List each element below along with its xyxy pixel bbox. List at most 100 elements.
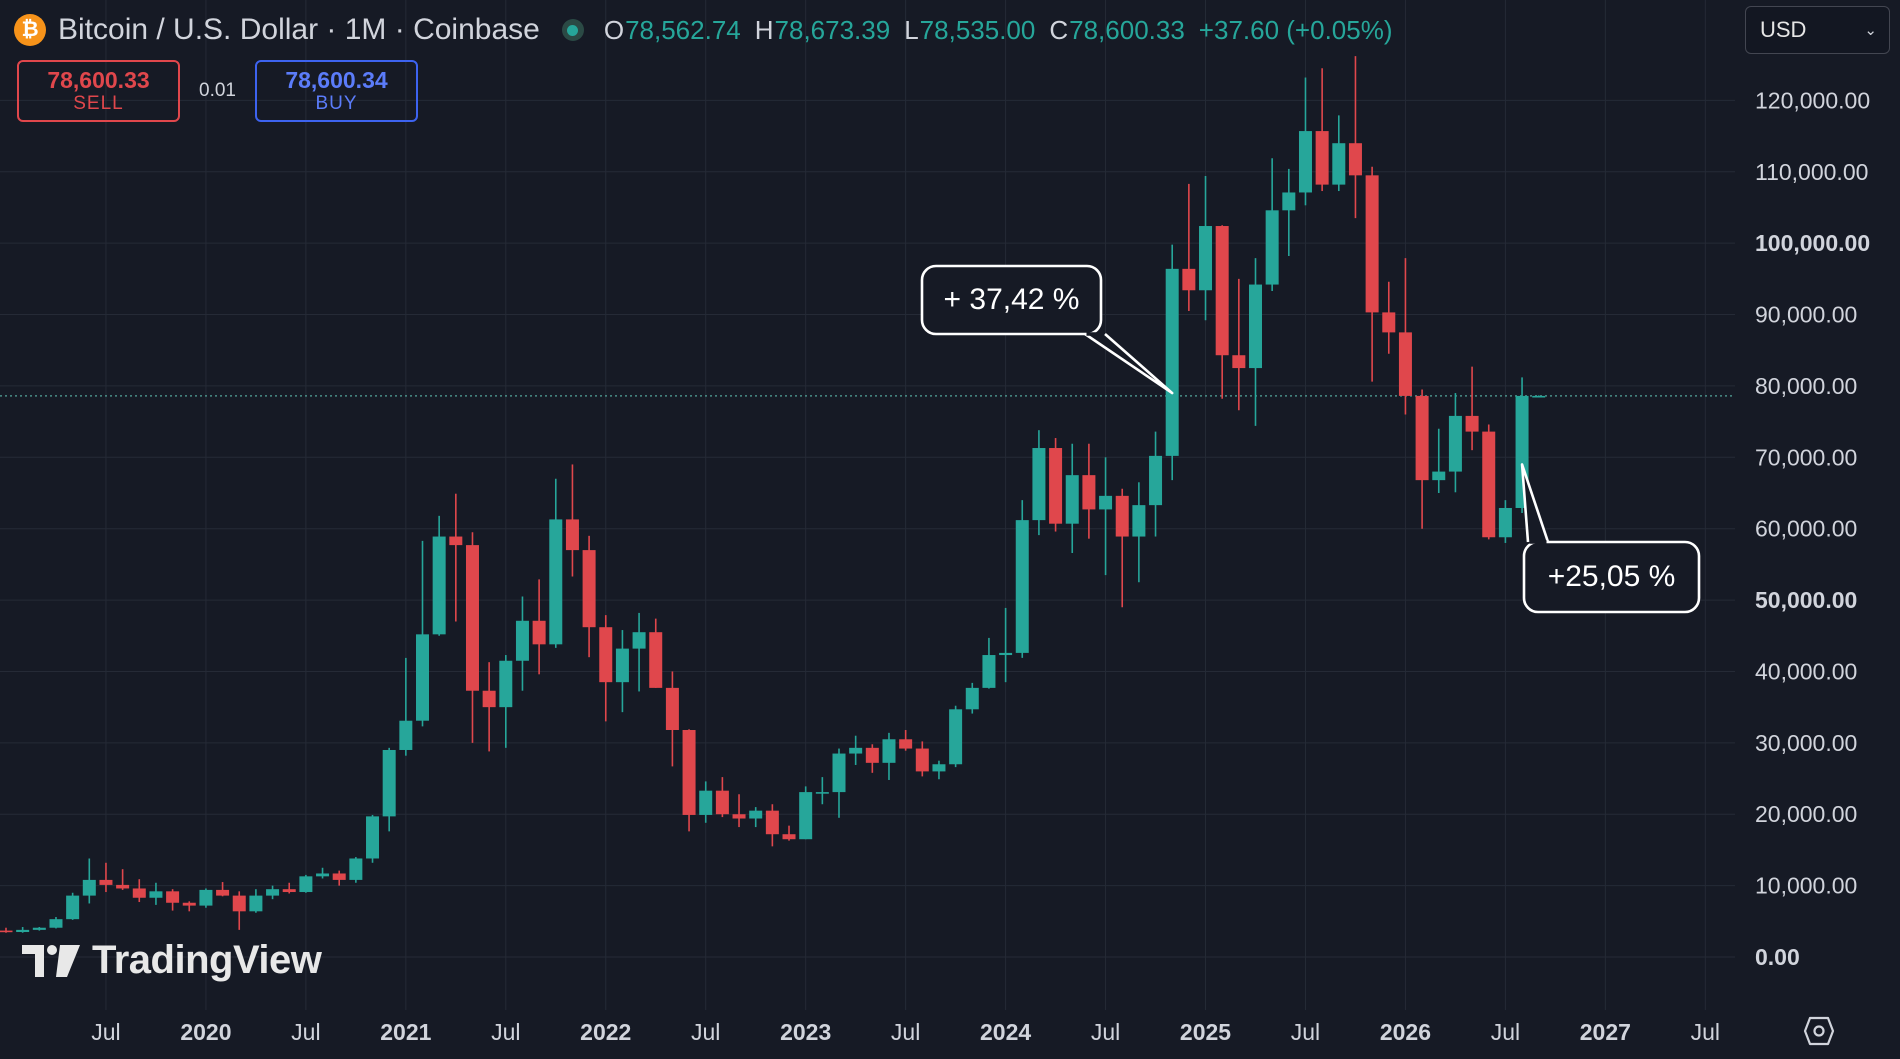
candle — [532, 579, 546, 675]
candle — [1332, 115, 1346, 192]
candle-body — [449, 536, 463, 546]
candle-body — [1049, 448, 1063, 524]
candle — [715, 777, 729, 818]
candle-body — [1482, 431, 1496, 538]
candle-body — [1199, 226, 1213, 291]
candle-body — [232, 895, 246, 912]
candle — [1315, 68, 1329, 192]
candle — [832, 748, 846, 818]
price-axis[interactable]: 0.00 10,000.00 20,000.00 30,000.00 40,000.00… — [1755, 87, 1870, 970]
sell-price: 78,600.33 — [47, 67, 150, 93]
candle-body — [865, 747, 879, 763]
candle — [82, 858, 96, 904]
time-axis[interactable]: Jul 2020 Jul 2021 Jul 2022 Jul 2023 Jul 2024 Jul 20… — [91, 1019, 1720, 1045]
price-tick-label: 70,000.00 — [1755, 444, 1857, 470]
candle — [232, 891, 246, 930]
candle — [999, 607, 1013, 683]
tradingview-logo-icon — [22, 944, 80, 977]
candle-body — [182, 902, 196, 906]
price-change: +37.60 (+0.05%) — [1198, 14, 1393, 45]
candle — [1532, 395, 1546, 398]
candle — [982, 637, 996, 689]
candle-body — [1498, 507, 1512, 538]
candle-body — [1365, 175, 1379, 313]
currency-select[interactable]: USD ⌄ — [1745, 6, 1890, 54]
candle-body — [515, 620, 529, 661]
candle — [166, 889, 180, 911]
candle-body — [1448, 415, 1462, 472]
time-tick-label: Jul — [1491, 1019, 1520, 1045]
candle-body — [665, 687, 679, 730]
buy-button[interactable]: 78,600.34 BUY — [255, 60, 418, 122]
candle — [649, 618, 663, 688]
candle — [915, 741, 929, 777]
candle-body — [749, 810, 763, 819]
candle-body — [1298, 131, 1312, 193]
candle-body — [499, 660, 513, 708]
candle — [216, 882, 230, 897]
price-tick-label: 80,000.00 — [1755, 373, 1857, 399]
candle-body — [132, 888, 146, 898]
candle-body — [899, 739, 913, 749]
candle-body — [49, 919, 63, 928]
candle-body — [349, 858, 363, 880]
candle — [1465, 366, 1479, 451]
candle — [1298, 77, 1312, 206]
ohlc-values: O 78,562.74 H 78,673.39 L 78,535.00 C 78,600… — [604, 15, 1393, 46]
low-label: L — [904, 14, 919, 45]
spread-value: 0.01 — [199, 80, 236, 101]
annotation-callout[interactable] — [1520, 463, 1701, 614]
time-tick-label: 2026 — [1380, 1019, 1431, 1045]
annotation-callouts[interactable] — [920, 264, 1701, 614]
sell-button[interactable]: 78,600.33 SELL — [17, 60, 180, 122]
open-label: O — [603, 14, 625, 45]
candle-body — [82, 879, 96, 896]
candle — [282, 882, 296, 894]
candle-body — [32, 927, 46, 930]
tradingview-logo-text: TradingView — [92, 938, 322, 982]
candle — [682, 729, 696, 832]
candle — [1265, 158, 1279, 291]
candle — [899, 729, 913, 751]
candle-body — [999, 652, 1013, 656]
settings-icon[interactable] — [1803, 1016, 1835, 1046]
candle — [66, 892, 80, 920]
candle-body — [482, 690, 496, 708]
candle-body — [1282, 192, 1296, 211]
candle — [49, 917, 63, 929]
candle-body — [699, 790, 713, 815]
chevron-down-icon: ⌄ — [1864, 22, 1877, 39]
candle — [332, 870, 346, 886]
tradingview-logo[interactable]: TradingView — [22, 938, 322, 983]
time-tick-label: 2023 — [780, 1019, 831, 1045]
candle-body — [316, 873, 330, 877]
candle — [1249, 258, 1262, 426]
buy-label: BUY — [315, 93, 358, 114]
time-tick-label: 2025 — [1180, 1019, 1231, 1045]
candle-body — [66, 895, 80, 920]
candle-body — [1382, 312, 1396, 333]
price-tick-label: 50,000.00 — [1755, 587, 1857, 613]
symbol-title[interactable]: Bitcoin / U.S. Dollar · 1M · Coinbase — [58, 13, 540, 46]
candle-body — [1348, 143, 1362, 176]
candle — [1149, 431, 1163, 537]
candle — [849, 735, 863, 765]
candle — [1232, 278, 1246, 411]
candle — [465, 532, 479, 743]
candle — [0, 927, 13, 933]
annotation-callout[interactable] — [920, 264, 1174, 395]
candle — [665, 671, 679, 767]
candle — [1398, 258, 1412, 415]
price-tick-label: 100,000.00 — [1755, 230, 1870, 256]
candle — [482, 662, 496, 752]
candle-body — [1182, 268, 1196, 291]
price-tick-label: 40,000.00 — [1755, 658, 1857, 684]
candle — [615, 630, 629, 713]
candle — [149, 882, 163, 905]
sell-label: SELL — [73, 93, 124, 114]
candle — [699, 781, 713, 823]
price-tick-label: 60,000.00 — [1755, 516, 1857, 542]
price-tick-label: 20,000.00 — [1755, 801, 1857, 827]
